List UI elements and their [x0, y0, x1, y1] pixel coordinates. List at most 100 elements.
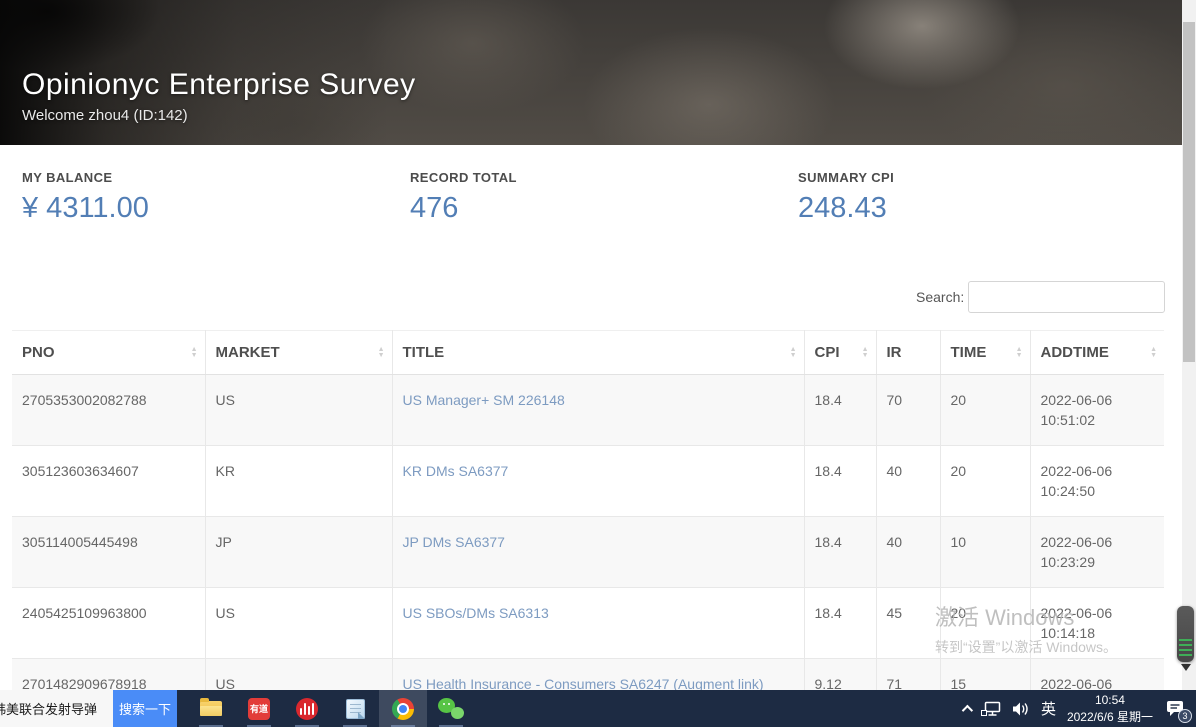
scrollbar[interactable]: [1182, 0, 1196, 690]
col-header-pno[interactable]: PNO: [12, 330, 206, 375]
taskbar-music-app[interactable]: [283, 690, 331, 727]
cell-cpi: 18.4: [804, 516, 877, 588]
taskbar-apps: 有道: [187, 690, 475, 727]
col-header-label: TIME: [950, 344, 987, 361]
clock-date: 2022/6/6 星期一: [1066, 709, 1153, 724]
cell-addtime: 2022-06-06 10:51:02: [1030, 374, 1164, 446]
col-header-label: TITLE: [402, 344, 445, 361]
survey-link[interactable]: KR DMs SA6377: [402, 463, 509, 479]
cell-cpi: 18.4: [804, 587, 877, 659]
running-indicator: [199, 725, 223, 727]
col-header-title[interactable]: TITLE: [392, 330, 805, 375]
notification-badge: 3: [1178, 708, 1192, 723]
col-header-label: ADDTIME: [1040, 344, 1109, 361]
table-row[interactable]: 305114005445498 JP JP DMs SA6377 18.4 40…: [12, 516, 1164, 588]
taskbar-news-search[interactable]: 韩美联合发射导弹: [0, 690, 113, 727]
cell-market: US: [205, 374, 393, 446]
search-input[interactable]: [968, 281, 1165, 313]
survey-table: PNO MARKET TITLE CPI IR TIME ADDTIME 270…: [12, 330, 1164, 727]
clock-time: 10:54: [1094, 692, 1125, 707]
running-indicator: [391, 725, 415, 727]
stat-value: 248.43: [798, 192, 887, 224]
table-row[interactable]: 2405425109963800 US US SBOs/DMs SA6313 1…: [12, 587, 1164, 659]
taskbar-clock[interactable]: 10:54 2022/6/6 星期一: [1067, 692, 1153, 726]
cell-market: KR: [205, 445, 393, 517]
notification-icon: [1167, 700, 1183, 716]
network-icon[interactable]: [980, 701, 1001, 717]
sort-icon: [191, 347, 198, 359]
cell-title: US SBOs/DMs SA6313: [392, 587, 805, 659]
stat-label: SUMMARY CPI: [798, 170, 895, 185]
stat-value: ¥ 4311.00: [22, 192, 149, 224]
sort-icon: [790, 347, 797, 359]
cell-title: US Manager+ SM 226148: [392, 374, 805, 446]
notepad-icon: [345, 698, 365, 719]
cell-pno: 305114005445498: [12, 516, 206, 588]
cell-cpi: 18.4: [804, 374, 877, 446]
cell-time: 10: [940, 516, 1031, 588]
floating-scroll-widget[interactable]: [1177, 606, 1194, 671]
survey-link[interactable]: US Health Insurance - Consumers SA6247 (…: [402, 676, 764, 692]
taskbar-file-explorer[interactable]: [187, 690, 235, 727]
news-headline-text: 韩美联合发射导弹: [0, 702, 98, 717]
stat-record-total: RECORD TOTAL 476: [410, 170, 517, 225]
youdao-dict-icon: 有道: [248, 697, 270, 720]
stat-label: MY BALANCE: [22, 170, 113, 185]
taskbar-search-button[interactable]: 搜索一下: [113, 690, 177, 727]
chrome-icon: [392, 697, 414, 720]
col-header-label: CPI: [814, 344, 840, 361]
cell-pno: 2405425109963800: [12, 587, 206, 659]
cell-addtime: 2022-06-06 10:23:29: [1030, 516, 1164, 588]
cell-ir: 40: [876, 445, 941, 517]
survey-link[interactable]: US Manager+ SM 226148: [402, 392, 565, 408]
col-header-cpi[interactable]: CPI: [804, 330, 877, 375]
chevron-up-icon[interactable]: [961, 704, 974, 716]
cell-ir: 70: [876, 374, 941, 446]
survey-link[interactable]: US SBOs/DMs SA6313: [402, 605, 549, 621]
col-header-label: MARKET: [215, 344, 280, 361]
sort-icon: [1016, 347, 1023, 359]
cell-market: US: [205, 587, 393, 659]
cell-ir: 40: [876, 516, 941, 588]
col-header-label: IR: [886, 344, 902, 361]
cell-market: JP: [205, 516, 393, 588]
col-header-ir[interactable]: IR: [876, 330, 941, 375]
file-explorer-icon: [200, 698, 222, 716]
running-indicator: [439, 725, 463, 727]
cell-ir: 45: [876, 587, 941, 659]
volume-icon[interactable]: [1012, 701, 1030, 717]
welcome-text: Welcome zhou4 (ID:142): [22, 107, 188, 124]
running-indicator: [295, 725, 319, 727]
sort-icon: [378, 347, 385, 359]
scrollbar-thumb[interactable]: [1183, 22, 1195, 362]
taskbar-chrome[interactable]: [379, 690, 427, 727]
cell-time: 20: [940, 445, 1031, 517]
table-row[interactable]: 2705353002082788 US US Manager+ SM 22614…: [12, 374, 1164, 446]
music-app-icon: [296, 697, 318, 720]
taskbar: 韩美联合发射导弹 搜索一下 有道 英 10:54 2022/6/6 星期一: [0, 690, 1196, 727]
col-header-time[interactable]: TIME: [940, 330, 1031, 375]
taskbar-wechat[interactable]: [427, 690, 475, 727]
stat-summary-cpi: SUMMARY CPI 248.43: [798, 170, 894, 225]
table-row[interactable]: 305123603634607 KR KR DMs SA6377 18.4 40…: [12, 445, 1164, 517]
taskbar-youdao[interactable]: 有道: [235, 690, 283, 727]
stat-my-balance: MY BALANCE ¥ 4311.00: [22, 170, 149, 225]
taskbar-notepad[interactable]: [331, 690, 379, 727]
col-header-addtime[interactable]: ADDTIME: [1030, 330, 1164, 375]
widget-pill[interactable]: [1177, 606, 1194, 662]
cell-title: JP DMs SA6377: [392, 516, 805, 588]
green-stripes-icon: [1179, 639, 1192, 657]
survey-link[interactable]: JP DMs SA6377: [402, 534, 505, 550]
cell-addtime: 2022-06-06 10:24:50: [1030, 445, 1164, 517]
cell-pno: 2705353002082788: [12, 374, 206, 446]
hero-banner: Opinionyc Enterprise Survey Welcome zhou…: [0, 0, 1182, 145]
language-indicator[interactable]: 英: [1040, 701, 1056, 718]
sort-icon: [862, 347, 869, 359]
cell-title: KR DMs SA6377: [392, 445, 805, 517]
cell-time: 20: [940, 374, 1031, 446]
stat-value: 476: [410, 192, 459, 224]
running-indicator: [343, 725, 367, 727]
col-header-market[interactable]: MARKET: [205, 330, 393, 375]
sort-icon: [1150, 347, 1157, 359]
notification-center[interactable]: 3: [1164, 699, 1192, 723]
